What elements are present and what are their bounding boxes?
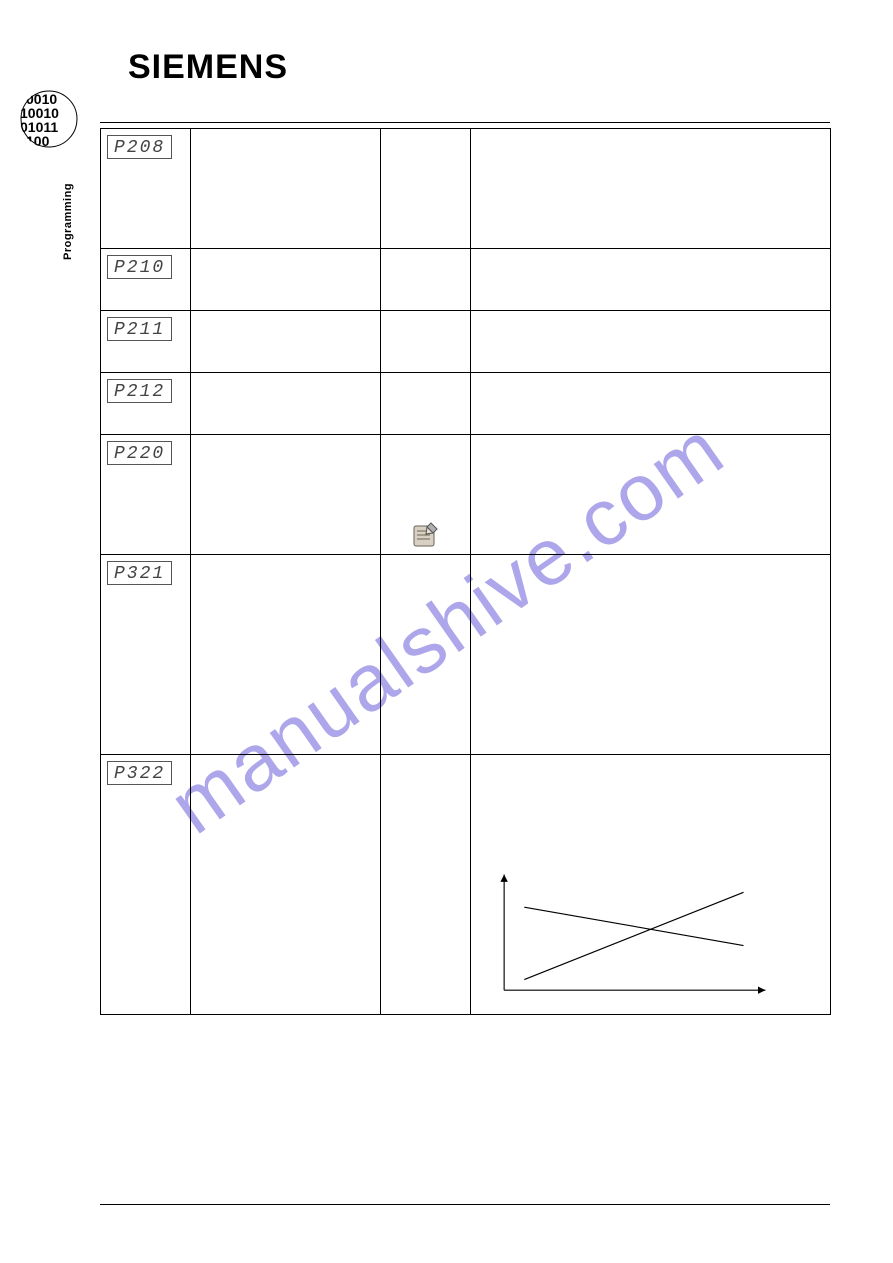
brand-logo: SIEMENS: [128, 48, 288, 87]
param-range-cell: [381, 311, 471, 373]
param-code: P321: [107, 561, 172, 585]
param-code-cell: P210: [101, 249, 191, 311]
param-name-cell: [191, 435, 381, 555]
svg-text:100: 100: [26, 133, 50, 148]
footer-rule: [100, 1204, 830, 1205]
param-code-cell: P321: [101, 555, 191, 755]
param-name-cell: [191, 129, 381, 249]
param-name-cell: [191, 555, 381, 755]
param-name-cell: [191, 373, 381, 435]
param-code-cell: P220: [101, 435, 191, 555]
param-desc-cell: [471, 435, 831, 555]
param-desc-cell: [471, 555, 831, 755]
param-code-cell: P212: [101, 373, 191, 435]
param-desc-cell: [471, 755, 831, 1015]
page: manualshive.com SIEMENS 0010 10010 01011…: [0, 0, 893, 1263]
side-label: Programming: [62, 183, 74, 260]
param-code-cell: P322: [101, 755, 191, 1015]
param-code: P322: [107, 761, 172, 785]
param-code-cell: P211: [101, 311, 191, 373]
line-cross-chart: [477, 867, 787, 1007]
param-name-cell: [191, 311, 381, 373]
param-desc-cell: [471, 129, 831, 249]
param-code-cell: P208: [101, 129, 191, 249]
param-code: P212: [107, 379, 172, 403]
table-row: P210: [101, 249, 831, 311]
param-code: P208: [107, 135, 172, 159]
param-range-cell: [381, 435, 471, 555]
param-name-cell: [191, 249, 381, 311]
param-range-cell: [381, 555, 471, 755]
param-desc-cell: [471, 249, 831, 311]
param-code: P220: [107, 441, 172, 465]
table-row: P220: [101, 435, 831, 555]
param-range-cell: [381, 129, 471, 249]
param-range-cell: [381, 373, 471, 435]
table-row: P208: [101, 129, 831, 249]
param-name-cell: [191, 755, 381, 1015]
note-icon: [413, 521, 439, 547]
parameter-table: P208 P210 P211 P212 P220 P321 P322: [100, 128, 831, 1015]
param-range-cell: [381, 755, 471, 1015]
table-row: P322: [101, 755, 831, 1015]
param-code: P211: [107, 317, 172, 341]
programming-badge-icon: 0010 10010 01011 100: [20, 90, 78, 148]
header-rule: [100, 122, 830, 123]
table-row: P321: [101, 555, 831, 755]
param-code: P210: [107, 255, 172, 279]
param-range-cell: [381, 249, 471, 311]
table-row: P211: [101, 311, 831, 373]
table-row: P212: [101, 373, 831, 435]
param-desc-cell: [471, 311, 831, 373]
param-desc-cell: [471, 373, 831, 435]
